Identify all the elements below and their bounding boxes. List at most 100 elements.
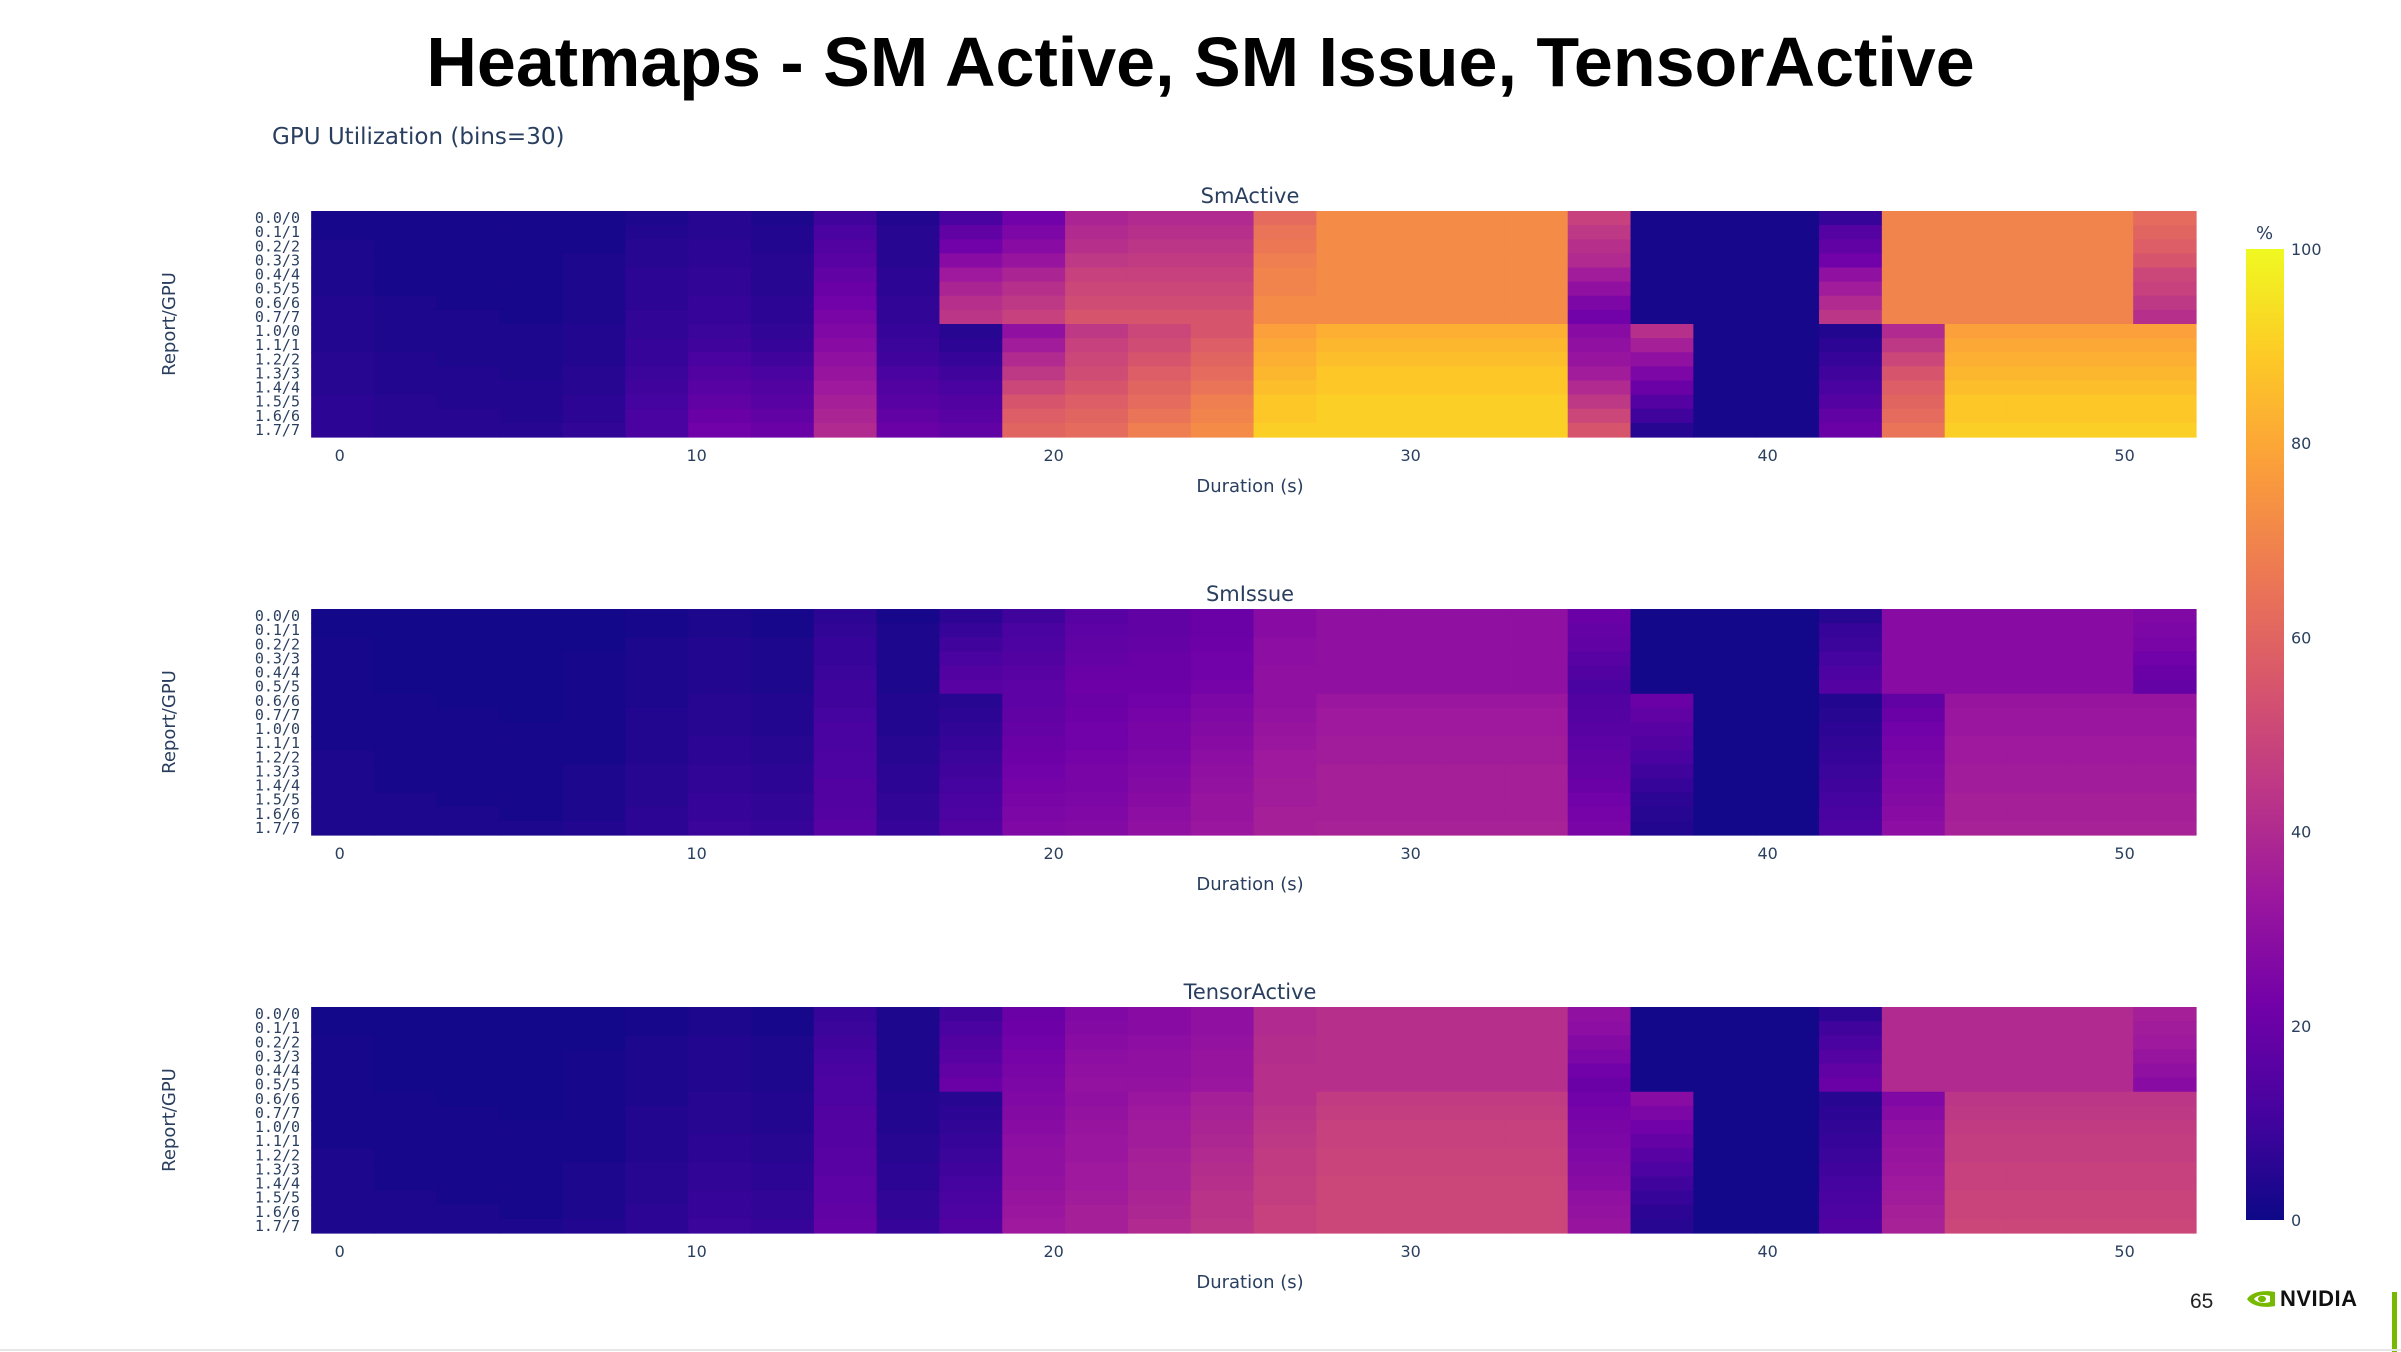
heatmap-cell [2133,806,2197,822]
heatmap-cell [1944,408,2009,424]
heatmap-cell [373,1077,438,1093]
heatmap-cell [939,651,1003,667]
heatmap-cell [2007,1218,2071,1234]
heatmap-cell [499,1063,564,1079]
heatmap-cell [750,707,815,723]
heatmap-cell [1567,1049,1632,1065]
heatmap-cell [1379,267,1443,283]
heatmap-cell [311,679,375,695]
heatmap-cell [562,211,626,226]
heatmap-cell [1253,1190,1317,1206]
heatmap-cell [2007,736,2071,751]
heatmap-cell [876,623,941,638]
heatmap-cell [1504,792,1569,808]
heatmap-cell [499,665,564,681]
heatmap-cell [2007,338,2071,353]
heatmap-cell [876,1063,941,1079]
heatmap-cell [373,707,438,723]
heatmap-cell [436,778,501,794]
heatmap-cell [688,324,752,339]
heatmap-cell [2070,637,2134,652]
heatmap-cell [1756,1091,1820,1107]
heatmap-cell [1693,1204,1757,1220]
heatmap-cell [1316,309,1380,325]
heatmap-cell [1504,750,1569,765]
heatmap-cell [373,1120,438,1135]
heatmap-cell [1756,1134,1820,1149]
heatmap-cell [1127,324,1192,339]
heatmap-cell [2007,665,2071,681]
heatmap-cell [499,750,564,765]
heatmap-cell [1504,623,1569,638]
heatmap-cell [1567,267,1632,283]
heatmap-cell [1567,1134,1632,1149]
y-axis-label: Report/GPU [159,1068,180,1172]
heatmap-cell [562,253,626,269]
heatmap-cell [750,609,815,624]
heatmap-cell [625,211,689,226]
heatmap-cell [1190,778,1255,794]
heatmap-cell [876,1035,941,1050]
heatmap-cell [311,1049,375,1065]
heatmap-cell [2133,338,2197,353]
heatmap-cell [1693,253,1757,269]
heatmap-cell [750,637,815,652]
heatmap-cell [1442,778,1506,794]
heatmap-cell [373,324,438,339]
heatmap-cell [1881,1077,1946,1093]
heatmap-cell [1819,679,1883,695]
y-tick-label: 1.6/6 [255,805,300,823]
heatmap-cell [688,651,752,667]
heatmap-cell [562,1134,626,1149]
heatmap-cell [939,806,1003,822]
y-tick-label: 0.3/3 [255,1047,300,1065]
heatmap-cell [1756,792,1820,808]
heatmap-cell [939,1077,1003,1093]
heatmap-cell [373,253,438,269]
heatmap-cell [939,792,1003,808]
heatmap-cell [2070,623,2134,638]
heatmap-cell [499,820,564,836]
heatmap-cell [1379,750,1443,765]
heatmap-cell [1442,637,1506,652]
heatmap-cell [625,792,689,808]
heatmap-cell [436,309,501,325]
heatmap-cell [625,380,689,396]
heatmap-cell [813,1218,878,1234]
heatmap-cell [813,324,878,339]
heatmap-cell [1127,707,1192,723]
heatmap-cell [1567,1105,1632,1121]
heatmap-cell [1316,211,1380,226]
heatmap-cell [311,225,375,240]
slide-title: Heatmaps - SM Active, SM Issue, TensorAc… [426,23,1975,101]
heatmap-cell [2007,324,2071,339]
heatmap-cell [562,806,626,822]
heatmap-cell [1567,338,1632,353]
heatmap-cell [813,1190,878,1206]
heatmap-cell [2007,1176,2071,1192]
heatmap-cell [1316,394,1380,410]
heatmap-cell [813,1134,878,1149]
heatmap-cell [1442,1120,1506,1135]
heatmap-cell [625,623,689,638]
subplot-tensoractive: TensorActive0.0/00.1/10.2/20.3/30.4/40.5… [159,980,2197,1293]
heatmap-cell [311,253,375,269]
heatmap-cell [499,707,564,723]
heatmap-cell [688,806,752,822]
y-tick-label: 1.7/7 [255,421,300,439]
heatmap-cell [2133,609,2197,624]
colorbar-bar [2246,249,2284,1220]
heatmap-cell [1630,1120,1694,1135]
heatmap-cell [1316,1204,1380,1220]
heatmap-cell [2007,380,2071,396]
heatmap-cell [1127,422,1192,438]
heatmap-cell [1944,324,2009,339]
heatmap-cell [876,1162,941,1178]
heatmap-cell [1379,338,1443,353]
x-tick-label: 30 [1400,446,1420,465]
heatmap-cell [2070,750,2134,765]
heatmap-cell [562,225,626,240]
heatmap-cell [876,211,941,226]
heatmap-cell [939,623,1003,638]
